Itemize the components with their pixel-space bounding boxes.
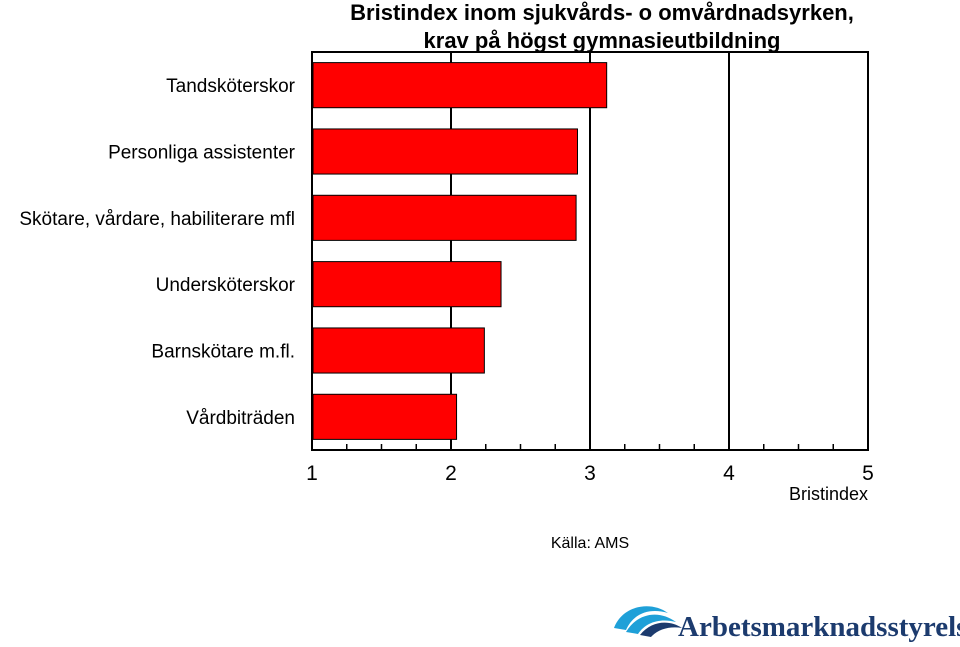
chart-title-line-2: krav på högst gymnasieutbildning bbox=[424, 28, 781, 53]
bars bbox=[312, 62, 608, 440]
x-tick-label-5: 5 bbox=[862, 462, 874, 485]
x-tick-label-3: 3 bbox=[584, 462, 596, 485]
minor-ticks bbox=[311, 442, 869, 450]
bar-5 bbox=[312, 327, 485, 374]
x-tick-label-4: 4 bbox=[723, 462, 735, 485]
category-label-4: Undersköterskor bbox=[156, 275, 296, 296]
category-labels: Tandsköterskor Personliga assistenter Sköt… bbox=[19, 76, 295, 429]
x-tick-label-2: 2 bbox=[445, 462, 457, 485]
x-tick-labels: 1 2 3 4 5 bbox=[306, 462, 874, 485]
logo-wordmark: Arbetsmarknadsstyrelsen bbox=[678, 611, 960, 643]
bar-6 bbox=[312, 393, 458, 440]
logo-mark bbox=[614, 606, 682, 637]
bar-3 bbox=[312, 194, 577, 241]
category-label-5: Barnskötare m.fl. bbox=[151, 342, 295, 363]
category-label-3: Skötare, vårdare, habiliterare mfl bbox=[19, 209, 295, 230]
x-tick-label-1: 1 bbox=[306, 462, 318, 485]
category-label-1: Tandsköterskor bbox=[166, 76, 296, 97]
bar-1 bbox=[312, 62, 608, 109]
category-label-2: Personliga assistenter bbox=[108, 143, 296, 164]
source-note: Källa: AMS bbox=[551, 535, 629, 552]
bar-4 bbox=[312, 261, 502, 308]
logo: Arbetsmarknadsstyrelsen bbox=[614, 606, 960, 643]
chart-title-line-1: Bristindex inom sjukvårds- o omvårdnadsy… bbox=[350, 0, 854, 25]
x-axis-label: Bristindex bbox=[789, 484, 868, 504]
gridlines bbox=[450, 52, 730, 450]
category-label-6: Vårdbiträden bbox=[186, 408, 295, 429]
bar-2 bbox=[312, 128, 578, 175]
